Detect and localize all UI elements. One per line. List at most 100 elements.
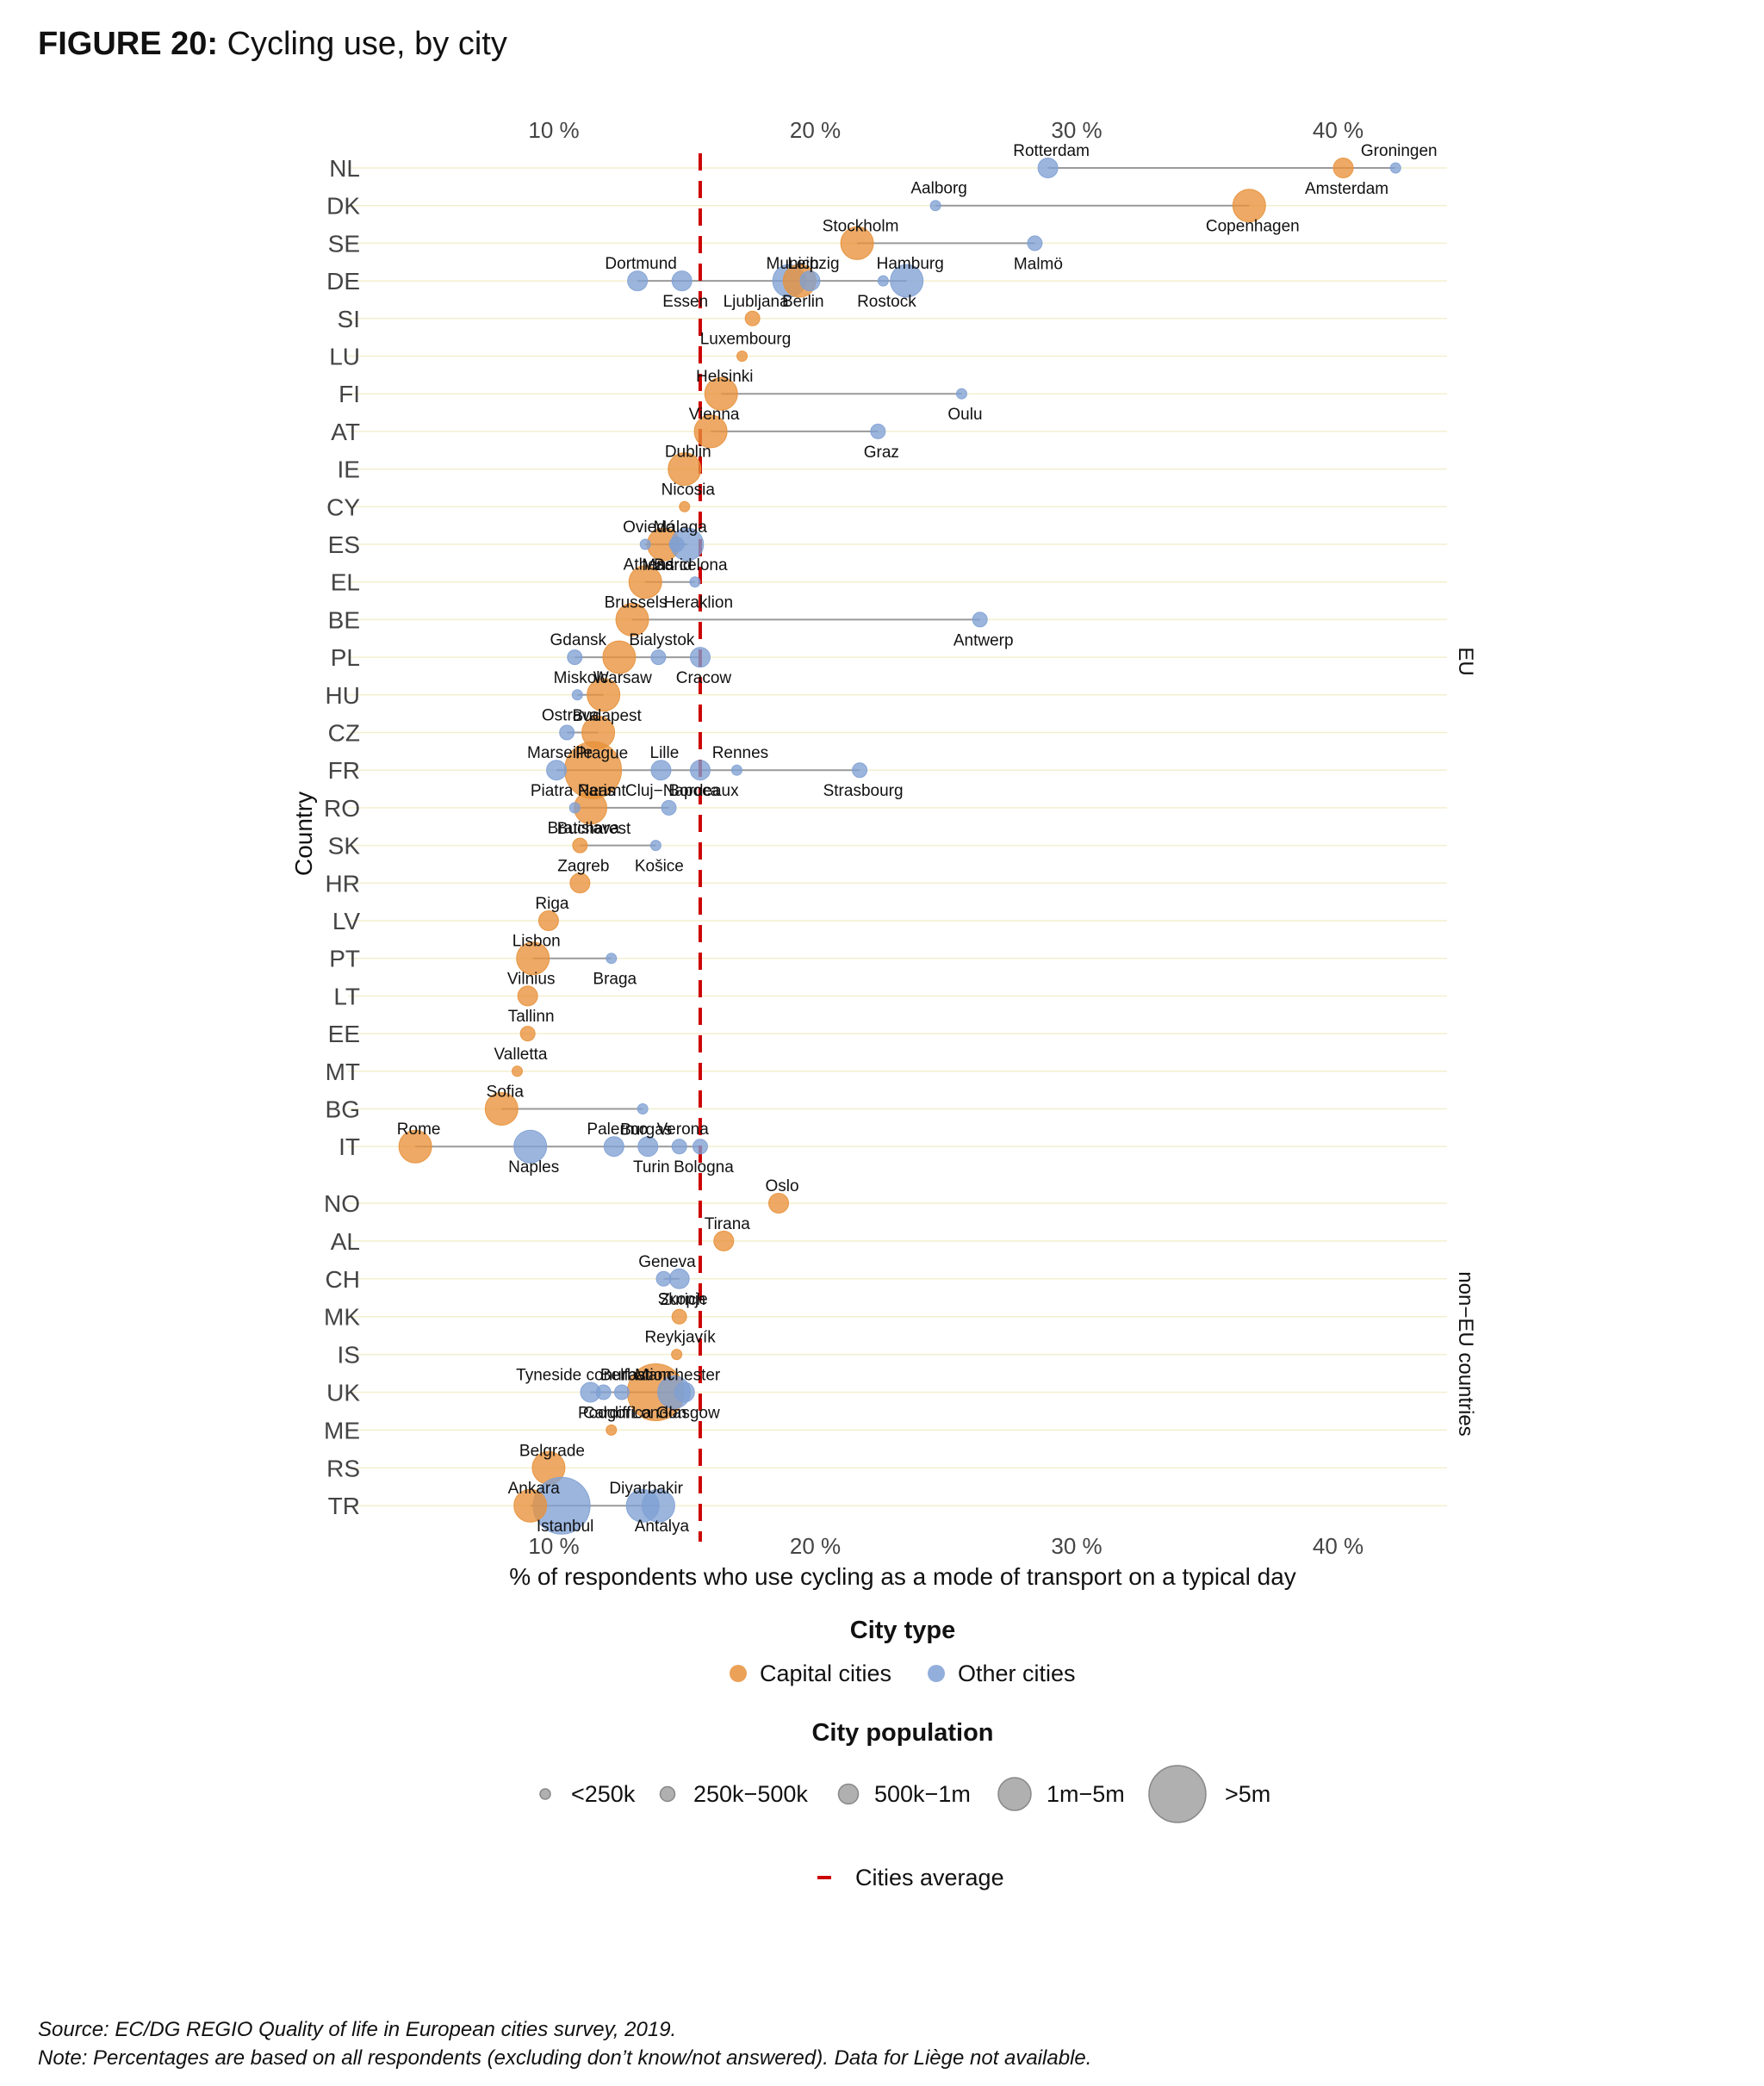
legend-swatch-capital xyxy=(730,1665,747,1682)
city-label-warsaw: Warsaw xyxy=(593,669,652,687)
city-label-piatra-neamt: Piatra Neamt xyxy=(531,782,627,800)
country-label-me: ME xyxy=(324,1417,360,1443)
point-burgas xyxy=(637,1103,649,1114)
city-label-valletta: Valletta xyxy=(494,1046,548,1064)
x-tick-label-bottom: 10 % xyxy=(528,1533,579,1559)
country-label-al: AL xyxy=(331,1228,360,1255)
city-label-madrid: Madrid xyxy=(642,556,692,574)
country-label-nl: NL xyxy=(329,155,360,182)
city-label-berlin: Berlin xyxy=(782,293,824,311)
city-label-tyneside-conurbation: Tyneside conurbation xyxy=(516,1367,672,1385)
country-label-bg: BG xyxy=(326,1096,360,1123)
point-nicosia xyxy=(679,500,691,512)
point-piatra-neamt xyxy=(568,802,581,814)
point-bordeaux xyxy=(689,760,711,781)
point-budapest xyxy=(587,678,621,712)
point-zagreb xyxy=(569,872,591,894)
point-tirana xyxy=(713,1230,735,1251)
point-podgorica xyxy=(606,1424,618,1436)
city-label-burgas: Burgas xyxy=(620,1121,672,1139)
city-label-palermo: Palermo xyxy=(587,1121,648,1139)
point-oslo xyxy=(768,1193,790,1214)
point-antalya xyxy=(641,1488,675,1523)
city-label-tallinn: Tallinn xyxy=(508,1008,555,1026)
point-brussels xyxy=(615,602,649,636)
city-label-oviedo: Oviedo xyxy=(623,518,674,537)
city-label-lisbon: Lisbon xyxy=(512,933,561,951)
city-label-london: London xyxy=(632,1405,686,1423)
city-label-rotterdam: Rotterdam xyxy=(1013,142,1090,160)
group-label-eu: EU xyxy=(1454,647,1477,675)
city-label-stockholm: Stockholm xyxy=(823,217,899,235)
point-lille xyxy=(650,760,672,781)
point-rostock xyxy=(877,275,889,287)
country-label-mk: MK xyxy=(324,1304,360,1331)
city-label-istanbul: Istanbul xyxy=(537,1518,594,1536)
city-label-brussels: Brussels xyxy=(605,593,668,612)
city-label-ankara: Ankara xyxy=(508,1480,561,1498)
city-label-sofia: Sofia xyxy=(487,1083,525,1102)
point-bratislava xyxy=(572,837,588,854)
legend-size-title: City population xyxy=(811,1719,993,1747)
point-turin xyxy=(637,1136,659,1158)
city-label-amsterdam: Amsterdam xyxy=(1305,180,1388,198)
city-label-bordeaux: Bordeaux xyxy=(668,782,739,800)
point-helsinki xyxy=(704,376,738,411)
footnotes: Source: EC/DG REGIO Quality of life in E… xyxy=(38,2015,1091,2072)
city-label-lille: Lille xyxy=(650,744,680,762)
country-label-ro: RO xyxy=(324,795,360,822)
city-label-ljubljana: Ljubljana xyxy=(724,293,789,311)
city-label-podgorica: Podgorica xyxy=(578,1404,652,1422)
source-note: Source: EC/DG REGIO Quality of life in E… xyxy=(38,2018,677,2041)
city-label-graz: Graz xyxy=(864,444,899,462)
city-label-essen: Essen xyxy=(662,293,708,311)
point-strasbourg xyxy=(852,762,868,779)
country-label-no: NO xyxy=(324,1190,360,1217)
point-bialystok xyxy=(650,649,667,666)
city-label-gdansk: Gdansk xyxy=(550,631,607,649)
city-label-paris: Paris xyxy=(578,782,615,800)
point-vilnius xyxy=(517,985,538,1007)
legend-size-swatch xyxy=(539,1788,551,1800)
legend-size-swatch xyxy=(1148,1765,1207,1823)
point-oviedo xyxy=(639,538,651,550)
point-cluj-napoca xyxy=(661,799,677,816)
city-label-rome: Rome xyxy=(397,1121,441,1139)
point-tallinn xyxy=(519,1026,536,1042)
city-label-skopje: Skopje xyxy=(658,1291,708,1309)
point-palermo xyxy=(603,1136,624,1158)
city-label-barcelona: Barcelona xyxy=(654,556,728,574)
country-label-es: ES xyxy=(328,531,360,558)
city-label-antwerp: Antwerp xyxy=(953,631,1014,649)
country-label-ch: CH xyxy=(326,1266,360,1293)
point-heraklion xyxy=(689,576,701,588)
city-label-leipzig: Leipzig xyxy=(787,255,839,273)
x-tick-label-top: 20 % xyxy=(790,117,841,143)
x-tick-label-top: 10 % xyxy=(528,117,579,143)
city-label-nicosia: Nicosia xyxy=(662,481,716,499)
city-label-verona: Verona xyxy=(657,1121,710,1139)
x-axis-title: % of respondents who use cycling as a mo… xyxy=(509,1563,1296,1590)
city-label-oulu: Oulu xyxy=(947,406,982,424)
point-dublin xyxy=(668,452,702,487)
point-verona xyxy=(671,1139,687,1155)
figure-title-text: Cycling use, by city xyxy=(227,26,507,62)
legend-size-label: 500k−1m xyxy=(874,1781,971,1807)
point-graz xyxy=(870,423,886,439)
city-label-oslo: Oslo xyxy=(765,1177,798,1195)
point-groningen xyxy=(1389,162,1401,174)
point-geneva xyxy=(655,1270,672,1287)
city-label-copenhagen: Copenhagen xyxy=(1206,218,1300,236)
point-valletta xyxy=(512,1065,524,1077)
legend-size-label: <250k xyxy=(571,1781,636,1807)
legend-size-swatch xyxy=(659,1785,676,1803)
country-label-rs: RS xyxy=(326,1455,360,1481)
cycling-chart: 10 % 10 % 20 % 20 % 30 % 30 % 40 % 40 % NL DK SE DE… xyxy=(290,117,1477,1890)
country-label-it: IT xyxy=(339,1133,360,1160)
point-rome xyxy=(398,1129,432,1164)
country-label-de: DE xyxy=(326,268,360,295)
city-label-ostrava: Ostrava xyxy=(542,707,599,725)
point-miskolc xyxy=(571,689,583,701)
city-label-reykjav-k: Reykjavík xyxy=(644,1329,716,1347)
city-label-munich: Munich xyxy=(767,255,819,273)
